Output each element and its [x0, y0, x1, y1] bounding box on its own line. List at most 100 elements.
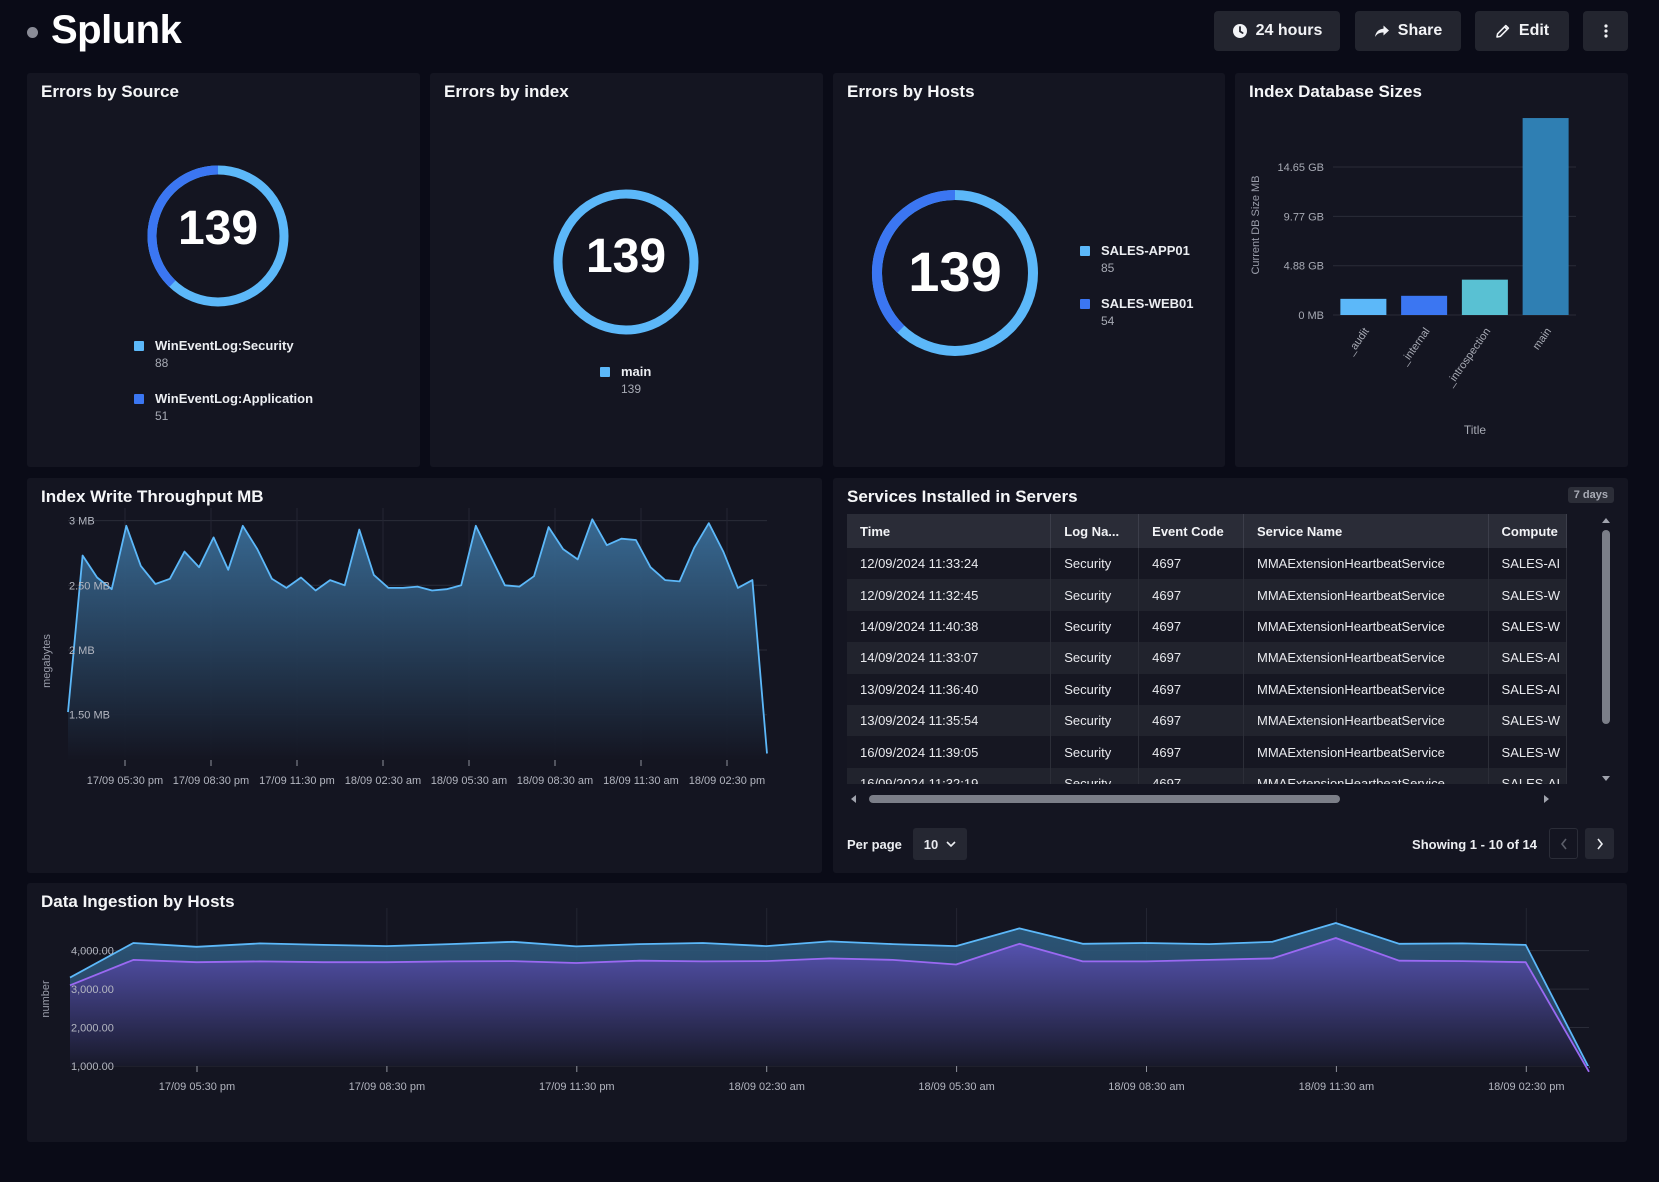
cell-computer: SALES-W	[1488, 736, 1567, 768]
panel-title: Index Database Sizes	[1249, 82, 1422, 101]
legend-label: SALES-WEB01	[1101, 296, 1194, 311]
legend-swatch	[1080, 246, 1090, 256]
per-page-label: Per page	[847, 837, 902, 852]
more-options-button[interactable]	[1583, 11, 1628, 51]
column-header-event-code[interactable]: Event Code	[1138, 514, 1244, 548]
share-button[interactable]: Share	[1355, 11, 1461, 51]
x-tick-label: _introspection	[1444, 326, 1494, 390]
table-row[interactable]: 12/09/2024 11:33:24 Security 4697 MMAExtens…	[847, 548, 1567, 580]
y-tick-label: 4,000.00	[71, 946, 114, 958]
legend-value: 51	[155, 409, 169, 423]
cell-log-name: Security	[1050, 579, 1140, 611]
legend-label: WinEventLog:Security	[155, 338, 294, 353]
cell-service-name: MMAExtensionHeartbeatService	[1243, 704, 1489, 737]
x-tick-label: 18/09 11:30 am	[603, 775, 679, 787]
table-row[interactable]: 14/09/2024 11:40:38 Security 4697 MMAExtens…	[847, 610, 1567, 643]
legend-label: main	[621, 364, 652, 379]
cell-time: 13/09/2024 11:35:54	[847, 704, 1052, 737]
x-tick-label: 17/09 11:30 pm	[259, 775, 335, 787]
scrollbar-thumb[interactable]	[869, 795, 1340, 803]
bar-internal[interactable]	[1401, 295, 1448, 315]
table-row[interactable]: 13/09/2024 11:36:40 Security 4697 MMAExtens…	[847, 673, 1567, 705]
y-tick-label: 14.65 GB	[1278, 162, 1324, 174]
vertical-scrollbar[interactable]	[1599, 514, 1613, 786]
data-ingestion-chart: 1,000.00 2,000.00 3,000.00 4,000.00 17/09 0…	[40, 908, 1590, 1093]
bar-introspection[interactable]	[1461, 279, 1508, 315]
cell-service-name: MMAExtensionHeartbeatService	[1243, 548, 1489, 580]
y-axis-label: megabytes	[41, 634, 53, 688]
legend-value: 139	[621, 382, 642, 396]
horizontal-scrollbar[interactable]	[847, 792, 1553, 806]
per-page-select[interactable]: 10	[913, 828, 967, 860]
panel-title: Services Installed in Servers	[847, 487, 1078, 506]
y-tick-label: 2,000.00	[71, 1023, 114, 1035]
bar-main[interactable]	[1522, 118, 1569, 315]
cell-computer: SALES-AI	[1488, 673, 1567, 705]
y-tick-label: 1.50 MB	[69, 710, 110, 722]
panel-title: Data Ingestion by Hosts	[41, 892, 235, 911]
x-tick-label: 17/09 05:30 pm	[159, 1081, 235, 1093]
cell-service-name: MMAExtensionHeartbeatService	[1243, 610, 1489, 643]
y-tick-label: 4.88 GB	[1284, 261, 1324, 273]
previous-page-button[interactable]	[1549, 828, 1578, 859]
column-header-service-name[interactable]: Service Name	[1243, 514, 1489, 548]
y-axis-label: Current DB Size MB	[1250, 175, 1262, 274]
scroll-down-arrow-icon[interactable]	[1602, 776, 1610, 781]
x-tick-label: 18/09 02:30 am	[728, 1081, 804, 1093]
x-tick-label: _internal	[1398, 326, 1433, 368]
column-header-time[interactable]: Time	[847, 514, 1052, 548]
per-page-value: 10	[923, 836, 939, 852]
header: Splunk 24 hours Share Edit	[0, 0, 1659, 64]
errors-by-index-panel: Errors by index 139 main 139	[430, 73, 823, 467]
table-row[interactable]: 16/09/2024 11:39:05 Security 4697 MMAExtens…	[847, 736, 1567, 768]
dashboard-title: Splunk	[51, 8, 182, 52]
scroll-up-arrow-icon[interactable]	[1602, 518, 1610, 523]
index-database-sizes-chart: 0 MB 4.88 GB 9.77 GB 14.65 GB _audit _intern…	[1250, 118, 1576, 437]
bar-audit[interactable]	[1340, 298, 1387, 315]
legend-swatch	[134, 341, 144, 351]
cell-event-code: 4697	[1138, 673, 1244, 705]
table-row[interactable]: 13/09/2024 11:35:54 Security 4697 MMAExtens…	[847, 704, 1567, 737]
table-row[interactable]: 12/09/2024 11:32:45 Security 4697 MMAExtens…	[847, 579, 1567, 611]
series-2-area	[70, 938, 1589, 1072]
donut-total: 139	[585, 230, 667, 283]
clock-icon	[1232, 24, 1247, 38]
cell-time: 12/09/2024 11:32:45	[847, 579, 1052, 611]
legend-label: SALES-APP01	[1101, 243, 1190, 258]
errors-by-hosts-panel: Errors by Hosts 139 SALES-APP01 85 SALES…	[833, 73, 1225, 467]
scroll-right-arrow-icon[interactable]	[1544, 795, 1549, 803]
series-2-line[interactable]	[69, 937, 1590, 1073]
scroll-left-arrow-icon[interactable]	[851, 795, 856, 803]
series-1-area	[68, 519, 767, 760]
x-tick-label: 17/09 08:30 pm	[349, 1081, 425, 1093]
edit-button[interactable]: Edit	[1475, 11, 1569, 51]
cell-log-name: Security	[1050, 673, 1140, 705]
y-tick-label: 9.77 GB	[1284, 211, 1324, 223]
index-database-sizes-panel: Index Database Sizes 0 MB 4.88 GB 9.77 GB 1…	[1235, 73, 1628, 467]
legend-swatch	[1080, 299, 1090, 309]
series-1-line[interactable]	[67, 518, 768, 754]
next-page-button[interactable]	[1585, 828, 1614, 859]
x-tick-label: 18/09 11:30 am	[1299, 1081, 1375, 1093]
cell-event-code: 4697	[1138, 610, 1244, 643]
table-row[interactable]: 14/09/2024 11:33:07 Security 4697 MMAExtens…	[847, 642, 1567, 674]
cell-service-name: MMAExtensionHeartbeatService	[1243, 767, 1489, 784]
x-axis-label: Title	[1464, 423, 1487, 437]
table-row[interactable]: 16/09/2024 11:32:19 Security 4697 MMAExtens…	[847, 767, 1567, 784]
chevron-down-icon	[946, 841, 956, 848]
column-header-log-name[interactable]: Log Na...	[1050, 514, 1140, 548]
legend-swatch	[134, 394, 144, 404]
series-1-line[interactable]	[69, 922, 1590, 1069]
panel-title: Errors by Source	[41, 82, 179, 101]
cell-log-name: Security	[1050, 548, 1140, 580]
cell-computer: SALES-W	[1488, 704, 1567, 737]
time-range-button[interactable]: 24 hours	[1214, 11, 1340, 51]
cell-time: 13/09/2024 11:36:40	[847, 673, 1052, 705]
x-tick-label: 18/09 08:30 am	[517, 775, 593, 787]
scrollbar-thumb[interactable]	[1602, 530, 1610, 724]
x-tick-label: 18/09 08:30 am	[1108, 1081, 1184, 1093]
column-header-computer[interactable]: Compute	[1488, 514, 1567, 548]
x-tick-label: 17/09 05:30 pm	[87, 775, 163, 787]
donut-total: 139	[908, 240, 1002, 303]
vertical-ellipsis-icon	[1603, 24, 1608, 38]
